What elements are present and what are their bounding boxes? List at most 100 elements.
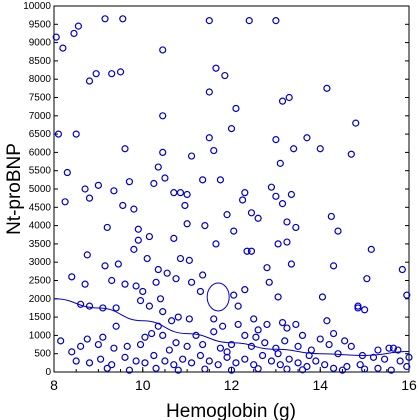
data-point (276, 159, 284, 167)
data-point (205, 357, 213, 365)
data-point (298, 331, 307, 339)
x-tick-label: 12 (224, 377, 240, 393)
data-point (183, 190, 191, 199)
data-point (272, 192, 280, 200)
data-point (183, 342, 191, 350)
y-tick-label: 7000 (29, 111, 52, 122)
data-point (327, 212, 335, 221)
data-point (125, 178, 134, 186)
data-point (210, 328, 218, 336)
data-point (136, 340, 145, 349)
data-point (250, 315, 258, 323)
data-point (85, 194, 94, 202)
data-point (132, 357, 140, 365)
data-point (347, 150, 355, 158)
data-point (387, 366, 395, 374)
data-point (338, 366, 347, 374)
data-point (205, 17, 213, 25)
data-point (292, 320, 300, 329)
data-point (334, 350, 342, 358)
data-point (201, 222, 209, 230)
data-point (72, 130, 80, 138)
data-point (243, 247, 251, 255)
x-tick-label: 8 (50, 377, 58, 393)
data-point (121, 353, 129, 361)
data-point (247, 247, 256, 255)
data-point (172, 275, 180, 283)
data-point (108, 361, 116, 369)
data-point (267, 183, 276, 191)
data-point (72, 357, 80, 365)
data-point (241, 286, 249, 294)
data-point (167, 317, 176, 325)
data-point (181, 201, 189, 210)
data-point (205, 88, 213, 96)
data-point (316, 335, 324, 343)
x-tick-label: 10 (135, 377, 151, 393)
data-point (163, 269, 171, 277)
data-point (283, 365, 291, 373)
data-point (329, 329, 338, 338)
data-point (267, 357, 276, 365)
data-point (341, 337, 349, 345)
data-point (187, 278, 196, 286)
data-point (196, 351, 205, 360)
data-point (59, 44, 67, 52)
data-point (201, 365, 209, 373)
data-point (369, 353, 378, 361)
data-point (192, 331, 200, 339)
data-point (210, 315, 218, 323)
y-tick-label: 1500 (29, 312, 52, 323)
data-point (83, 251, 91, 259)
y-axis-title: Nt-proBNP (4, 143, 25, 235)
y-tick-label: 0 (45, 367, 51, 378)
data-point (57, 337, 65, 345)
data-point (154, 322, 162, 330)
data-point (92, 70, 100, 78)
data-point (361, 365, 369, 373)
data-point (358, 351, 367, 360)
data-point (183, 220, 191, 228)
data-point (278, 318, 287, 327)
data-point (145, 302, 154, 310)
data-point (398, 265, 406, 274)
data-point (274, 293, 282, 301)
data-point (77, 342, 85, 350)
data-point (108, 276, 116, 285)
y-tick-label: 5000 (29, 184, 52, 195)
data-point (145, 232, 154, 241)
data-point (252, 333, 260, 341)
data-point (285, 355, 293, 363)
data-point (63, 168, 71, 177)
data-point (290, 145, 298, 153)
y-tick-label: 5500 (29, 166, 52, 177)
data-point (363, 275, 371, 283)
data-point (132, 282, 140, 290)
data-point (170, 361, 178, 369)
data-point (130, 245, 138, 253)
data-point (305, 351, 313, 360)
data-point (285, 93, 293, 102)
data-point (159, 331, 167, 339)
data-point (134, 225, 142, 233)
data-point (278, 200, 287, 208)
data-point (325, 340, 333, 349)
data-point (125, 366, 134, 374)
data-point (81, 185, 89, 193)
data-point (219, 322, 227, 330)
data-point (170, 234, 178, 243)
data-point (94, 340, 102, 349)
data-point (150, 351, 158, 360)
data-point (247, 209, 256, 217)
data-point (94, 181, 102, 189)
x-tick-label: 14 (312, 377, 328, 393)
data-point (187, 152, 196, 160)
data-point (298, 366, 307, 374)
data-point (139, 287, 147, 296)
y-tick-label: 1000 (29, 330, 52, 341)
data-point (154, 265, 162, 274)
data-point (405, 353, 413, 361)
data-point (316, 145, 324, 153)
data-point (323, 317, 331, 325)
